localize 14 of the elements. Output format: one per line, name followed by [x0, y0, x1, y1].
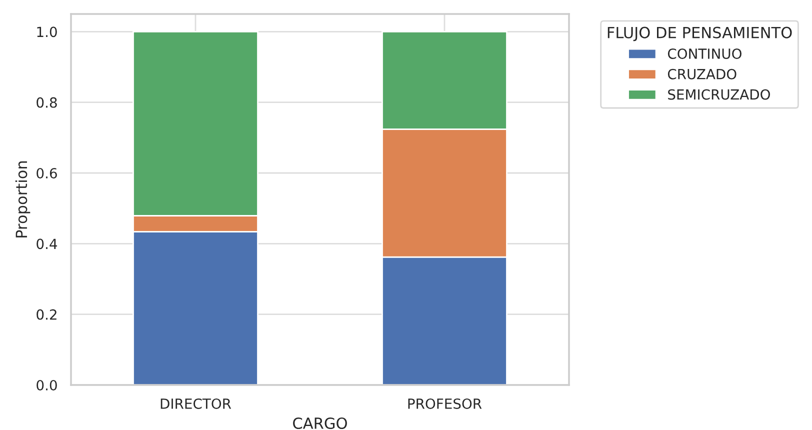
- y-tick-label: 1.0: [37, 26, 57, 38]
- legend-label: SEMICRUZADO: [668, 89, 770, 100]
- y-axis-title: Proportion: [15, 161, 30, 238]
- x-axis-title: CARGO: [293, 417, 347, 430]
- x-tick-label: PROFESOR: [408, 398, 482, 409]
- y-tick-label: 0.4: [36, 238, 58, 250]
- x-tick-label: DIRECTOR: [160, 398, 232, 409]
- legend-title: FLUJO DE PENSAMIENTO: [608, 26, 792, 42]
- y-tick-label: 0.2: [36, 309, 56, 320]
- legend-label: CRUZADO: [668, 68, 736, 80]
- legend-label: CONTINUO: [668, 48, 742, 59]
- y-tick-label: 0.8: [36, 97, 57, 108]
- y-tick-label: 0.6: [36, 168, 57, 178]
- y-tick-label: 0.0: [36, 380, 57, 390]
